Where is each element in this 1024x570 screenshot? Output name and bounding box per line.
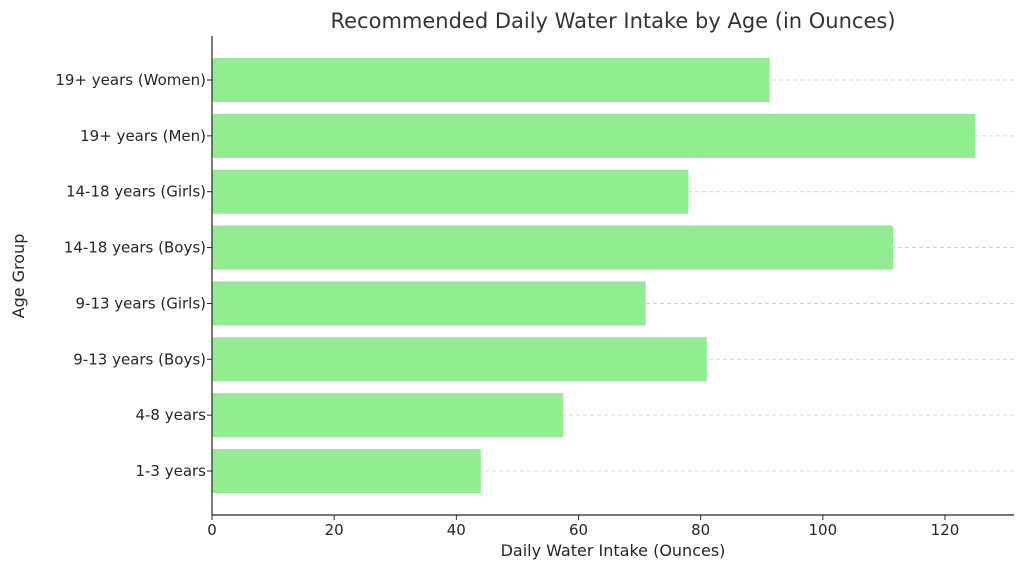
- bar-1-3-years: [212, 449, 481, 493]
- bar-4-8-years: [212, 393, 564, 438]
- y-tick-label: 9-13 years (Girls): [75, 294, 206, 312]
- y-tick-label: 9-13 years (Boys): [73, 350, 206, 368]
- x-tick-labels: 0 20 40 60 80 100 120: [207, 515, 959, 539]
- x-tick-label: 40: [447, 521, 466, 539]
- bar-19-years-women: [212, 58, 770, 102]
- y-tick-label: 14-18 years (Girls): [66, 183, 206, 201]
- bar-19-years-men: [212, 113, 976, 158]
- x-tick-label: 120: [931, 521, 960, 539]
- y-tick-label: 19+ years (Women): [55, 71, 206, 89]
- x-tick-label: 20: [325, 521, 344, 539]
- bar-9-13-years-boys: [212, 337, 707, 382]
- y-axis-label: Age Group: [9, 234, 28, 319]
- x-tick-label: 60: [569, 521, 588, 539]
- y-tick-label: 1-3 years: [135, 462, 206, 480]
- y-tick-label: 19+ years (Men): [80, 127, 206, 145]
- bar-14-18-years-girls: [212, 169, 689, 214]
- y-tick-label: 4-8 years: [135, 406, 206, 424]
- chart-title: Recommended Daily Water Intake by Age (i…: [330, 9, 895, 33]
- bars: [212, 58, 976, 493]
- bar-14-18-years-boys: [212, 225, 894, 270]
- y-tick-label: 14-18 years (Boys): [64, 239, 206, 257]
- x-tick-label: 80: [691, 521, 710, 539]
- x-tick-label: 0: [207, 521, 217, 539]
- bar-9-13-years-girls: [212, 281, 646, 326]
- y-tick-labels: 1-3 years 4-8 years 9-13 years (Boys) 9-13 …: [55, 71, 212, 480]
- x-tick-label: 100: [808, 521, 837, 539]
- x-axis-label: Daily Water Intake (Ounces): [501, 541, 726, 560]
- axes: [211, 36, 1014, 516]
